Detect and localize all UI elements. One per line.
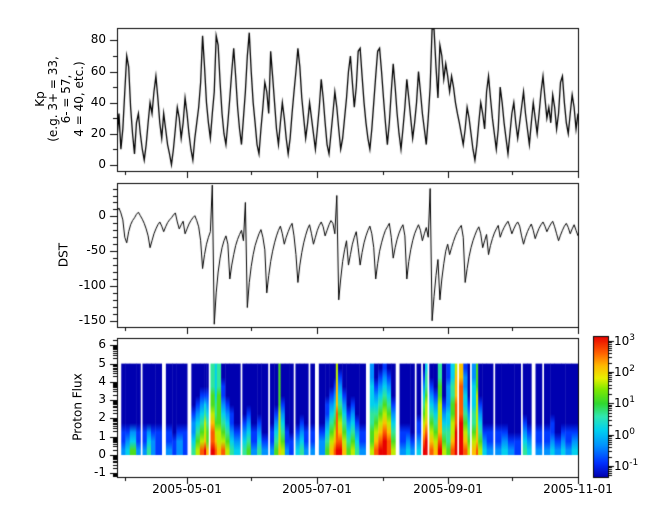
- colorbar-tick-label: 103: [614, 333, 636, 348]
- kp-y-tick-label: 60: [90, 64, 106, 78]
- proton_flux-y-tick-label: 2: [98, 410, 106, 424]
- dst-y-tick-label: -150: [78, 313, 106, 327]
- colorbar-tick-label: 100: [614, 427, 636, 442]
- proton_flux-y-tick-label: 1: [98, 429, 106, 443]
- kp-y-tick-label: 80: [90, 32, 106, 46]
- kp-y-tick-label: 40: [90, 95, 106, 109]
- kp-y-tick-label: 20: [90, 126, 106, 140]
- colorbar-tick-label: 102: [614, 364, 636, 379]
- proton_flux-y-tick-label: -1: [94, 465, 106, 479]
- proton_flux-y-tick-label: 3: [98, 392, 106, 406]
- dst-y-tick-label: -100: [78, 278, 106, 292]
- dst-y-tick-label: -50: [86, 243, 106, 257]
- kp-y-tick-label: 0: [98, 157, 106, 171]
- x-tick-label: 2005-11-01: [543, 482, 613, 496]
- x-tick-label: 2005-05-01: [152, 482, 222, 496]
- proton_flux-y-tick-label: 0: [98, 447, 106, 461]
- proton_flux-y-tick-label: 5: [98, 356, 106, 370]
- dst-y-tick-label: 0: [98, 208, 106, 222]
- proton_flux-y-tick-label: 4: [98, 374, 106, 388]
- colorbar-tick-label: 101: [614, 395, 636, 410]
- x-tick-label: 2005-07-01: [282, 482, 352, 496]
- x-tick-label: 2005-09-01: [413, 482, 483, 496]
- colorbar-tick-label: 10-1: [614, 458, 639, 473]
- proton_flux-y-tick-label: 6: [98, 337, 106, 351]
